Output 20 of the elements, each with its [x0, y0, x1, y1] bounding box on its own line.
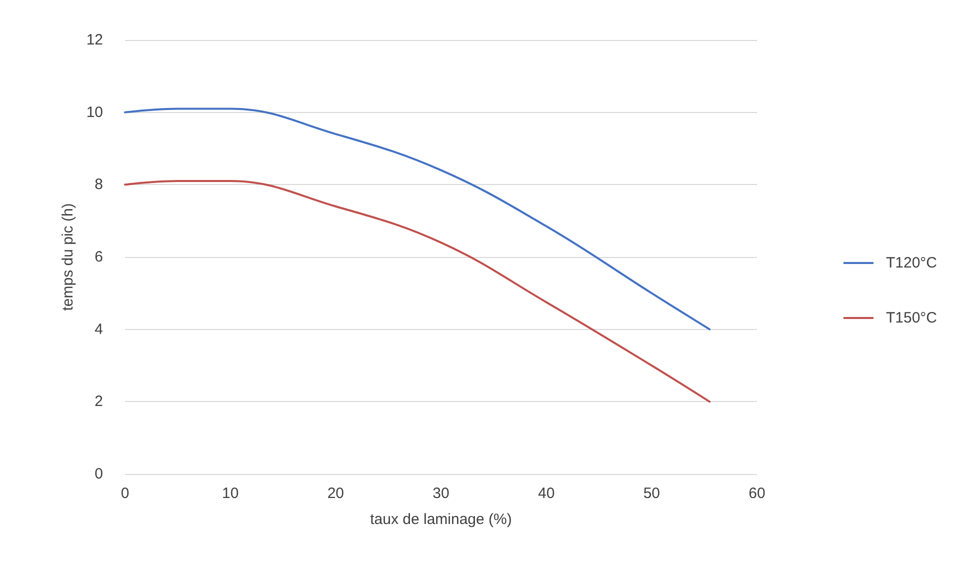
x-tick-label: 30: [432, 485, 450, 502]
y-tick-label: 2: [94, 393, 103, 410]
y-tick-label: 4: [94, 320, 103, 338]
y-tick-label: 8: [94, 176, 103, 194]
x-tick-label: 20: [327, 485, 344, 502]
line-series: [124, 108, 711, 330]
x-tick-label: 60: [748, 485, 766, 502]
legend-label: T120°C: [886, 254, 938, 272]
x-tick-label: 50: [643, 485, 660, 502]
x-tick-label: 40: [538, 485, 555, 502]
x-tick-label: 0: [120, 485, 130, 502]
legend-label: T150°C: [886, 310, 938, 326]
line-series: [124, 180, 711, 403]
y-tick-label: 10: [86, 104, 103, 121]
x-axis-title: taux de laminage (%): [370, 511, 512, 528]
y-tick-label: 0: [94, 466, 103, 482]
y-tick-label: 6: [94, 248, 103, 266]
y-axis-title: temps du pic (h): [59, 203, 76, 311]
x-tick-label: 10: [222, 485, 239, 502]
y-tick-label: 12: [86, 32, 103, 48]
